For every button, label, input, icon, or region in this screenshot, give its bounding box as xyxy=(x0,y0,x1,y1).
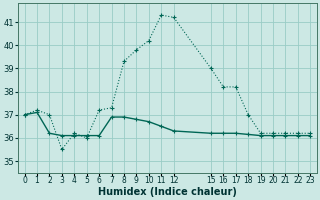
X-axis label: Humidex (Indice chaleur): Humidex (Indice chaleur) xyxy=(98,187,237,197)
